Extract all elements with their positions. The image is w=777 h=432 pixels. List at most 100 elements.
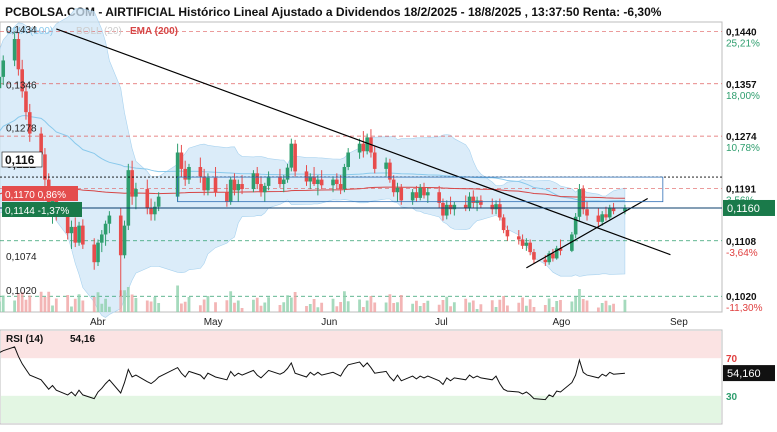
candle-body (505, 230, 510, 237)
candle-body (103, 223, 108, 235)
candle-body (554, 248, 559, 259)
candle-body (418, 187, 423, 198)
candle-body (236, 184, 241, 191)
candle-body (623, 207, 627, 212)
candle-body (304, 171, 309, 182)
candle-body (395, 187, 400, 193)
x-tick-label: Sep (670, 317, 688, 328)
volume-bar (293, 292, 297, 312)
candle-body (532, 252, 536, 260)
right-price-label: 0,1191 (726, 184, 756, 195)
candle-body (293, 143, 297, 172)
volume-bar (81, 300, 85, 312)
volume-bar (506, 305, 509, 312)
x-tick-label: Ago (552, 317, 570, 328)
candle-body (338, 184, 343, 190)
candle-body (187, 167, 191, 180)
volume-bar (452, 302, 456, 312)
candle-body (145, 189, 150, 208)
volume-bar (66, 295, 70, 312)
candle-body (69, 226, 74, 234)
volume-bar (149, 301, 153, 312)
candle-body (24, 91, 28, 113)
right-pct-label: 18,00% (726, 91, 760, 102)
volume-bar (119, 290, 123, 312)
candle-body (585, 209, 589, 216)
candle-body (107, 215, 112, 224)
volume-bar (157, 303, 161, 312)
candle-body (331, 179, 335, 186)
left-price-label: 0,1346 (6, 81, 37, 92)
x-tick-label: Jun (321, 317, 337, 328)
candle-body (490, 204, 495, 210)
candle-body (444, 204, 449, 216)
candle-body (384, 162, 388, 169)
left-price-label: 0,1278 (6, 124, 37, 135)
left-tag-label: 0,1144 -1,37% (5, 206, 69, 217)
volume-bar (130, 294, 134, 312)
rsi-current-tag: 54,160 (727, 368, 761, 380)
volume-bar (521, 297, 524, 312)
candle-body (520, 239, 525, 246)
candle-body (16, 39, 21, 70)
volume-bar (623, 299, 627, 312)
candle-body (130, 170, 134, 197)
rsi-current-tag-bg (723, 365, 775, 382)
left-tag-label: 0,116 (5, 153, 35, 167)
volume-bar (233, 302, 236, 312)
rsi-oversold-band (1, 395, 721, 423)
candle-body (0, 76, 2, 89)
volume-bar (134, 298, 138, 312)
volume-bar (547, 298, 551, 312)
left-price-label: 0,1434 (6, 25, 37, 36)
volume-bar (240, 308, 244, 312)
left-price-label: 0,1074 (6, 252, 37, 263)
candle-body (228, 179, 233, 202)
candle-body (611, 207, 616, 212)
candle-body (81, 225, 85, 245)
volume-bar (236, 300, 240, 312)
volume-bar (145, 300, 149, 312)
volume-bar (39, 291, 43, 312)
candle-body (498, 204, 502, 218)
volume-bar (373, 302, 377, 312)
volume-bar (426, 300, 430, 312)
candle-body (266, 176, 271, 186)
volume-bar (202, 299, 206, 312)
volume-bar (581, 299, 585, 312)
candle-body (441, 202, 445, 216)
volume-bar (225, 300, 229, 312)
candle-body (213, 177, 218, 193)
candle-body (547, 253, 551, 263)
volume-bar (96, 292, 100, 312)
candle-body (365, 137, 369, 152)
volume-bar (437, 304, 441, 312)
volume-bar (498, 299, 502, 312)
volume-bar (418, 306, 422, 312)
volume-bar (214, 302, 217, 312)
candle-body (77, 225, 81, 243)
volume-bar (570, 301, 574, 312)
candle-body (175, 152, 180, 197)
volume-bar (449, 306, 452, 312)
candle-body (43, 154, 47, 180)
volume-bar (471, 300, 475, 312)
left-price-label: 0,1020 (6, 286, 37, 297)
volume-bar (267, 297, 270, 312)
candle-body (577, 189, 582, 217)
rsi-overbought-band (1, 331, 721, 359)
candle-body (607, 207, 612, 218)
volume-bar (532, 307, 536, 312)
volume-bar (92, 297, 96, 312)
volume-bar (255, 297, 259, 312)
candle-body (118, 215, 123, 256)
volume-bar (206, 296, 210, 312)
candle-body (99, 234, 104, 243)
volume-bar (384, 302, 388, 312)
legend-boll: BOLL (20) (76, 26, 122, 37)
candle-body (463, 204, 468, 208)
candle-body (156, 196, 161, 207)
candle-body (452, 204, 457, 210)
volume-bar (104, 298, 107, 312)
volume-bar (153, 297, 157, 312)
